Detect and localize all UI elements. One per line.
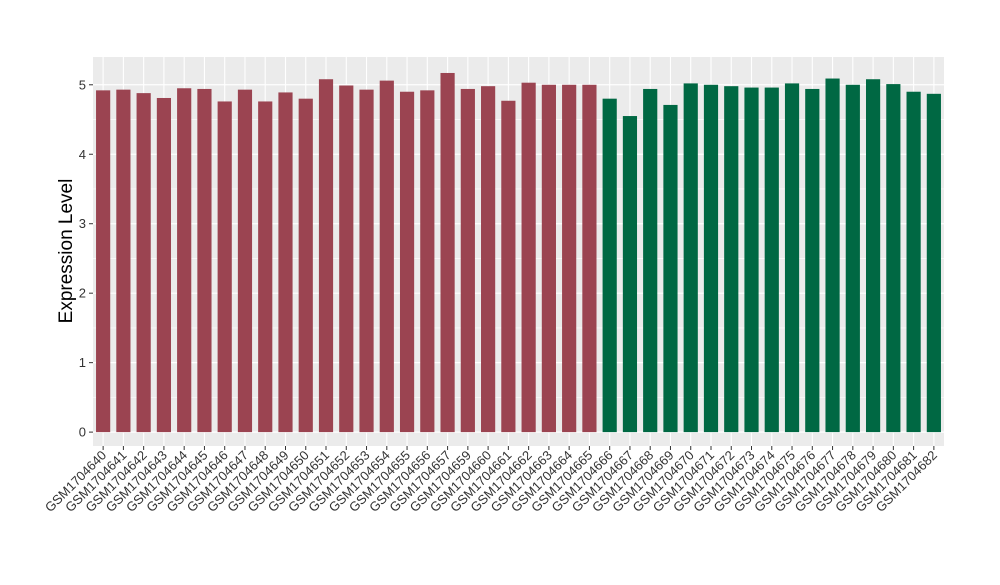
bar-GSM1704674 bbox=[764, 87, 779, 433]
bar-GSM1704656 bbox=[420, 90, 435, 433]
bar-GSM1704651 bbox=[318, 79, 334, 433]
bar-GSM1704668 bbox=[643, 88, 658, 433]
bar-GSM1704680 bbox=[886, 84, 901, 433]
bar-GSM1704673 bbox=[744, 87, 759, 433]
bar-GSM1704671 bbox=[703, 84, 719, 433]
bar-GSM1704648 bbox=[258, 101, 273, 433]
y-tick-label: 5 bbox=[79, 77, 86, 92]
bar-GSM1704664 bbox=[562, 84, 577, 433]
bar-GSM1704672 bbox=[724, 86, 739, 433]
bars bbox=[96, 72, 941, 433]
bar-GSM1704643 bbox=[156, 97, 172, 433]
bar-GSM1704650 bbox=[298, 98, 313, 433]
bar-GSM1704665 bbox=[582, 84, 597, 433]
bar-GSM1704662 bbox=[521, 82, 536, 433]
bar-GSM1704679 bbox=[865, 79, 881, 433]
bar-GSM1704675 bbox=[784, 83, 800, 433]
y-axis-label: Expression Level bbox=[56, 179, 77, 324]
bar-GSM1704681 bbox=[906, 91, 921, 433]
bar-GSM1704642 bbox=[136, 93, 151, 433]
bar-GSM1704640 bbox=[96, 90, 111, 433]
bar-GSM1704676 bbox=[805, 88, 820, 433]
bar-GSM1704670 bbox=[683, 83, 698, 433]
bar-GSM1704653 bbox=[359, 89, 374, 433]
bar-GSM1704641 bbox=[116, 89, 131, 433]
bar-GSM1704659 bbox=[460, 88, 475, 433]
y-tick-label: 4 bbox=[79, 147, 86, 162]
bar-GSM1704663 bbox=[541, 84, 556, 433]
bar-GSM1704645 bbox=[197, 88, 212, 433]
bar-GSM1704660 bbox=[481, 86, 496, 433]
bar-GSM1704654 bbox=[379, 80, 394, 433]
y-axis: 0 1 2 3 4 5 bbox=[79, 77, 93, 440]
plot-panel bbox=[93, 57, 944, 446]
bar-GSM1704652 bbox=[339, 85, 354, 433]
bar-GSM1704682 bbox=[926, 93, 941, 433]
bar-GSM1704649 bbox=[278, 92, 293, 433]
x-axis: GSM1704640GSM1704641GSM1704642GSM1704643… bbox=[42, 446, 940, 515]
y-tick-label: 0 bbox=[79, 425, 86, 440]
bar-GSM1704657 bbox=[440, 72, 455, 433]
bar-GSM1704647 bbox=[237, 89, 253, 433]
bar-GSM1704667 bbox=[622, 116, 638, 433]
bar-GSM1704678 bbox=[845, 84, 860, 433]
bar-GSM1704677 bbox=[825, 78, 840, 433]
bar-GSM1704666 bbox=[602, 98, 617, 433]
bar-GSM1704669 bbox=[663, 104, 678, 433]
bar-GSM1704661 bbox=[501, 100, 516, 433]
bar-GSM1704655 bbox=[399, 91, 415, 433]
bar-GSM1704644 bbox=[177, 88, 192, 433]
y-tick-label: 3 bbox=[79, 216, 86, 231]
bar-GSM1704646 bbox=[217, 101, 232, 433]
y-tick-label: 2 bbox=[79, 286, 86, 301]
y-tick-label: 1 bbox=[79, 355, 86, 370]
